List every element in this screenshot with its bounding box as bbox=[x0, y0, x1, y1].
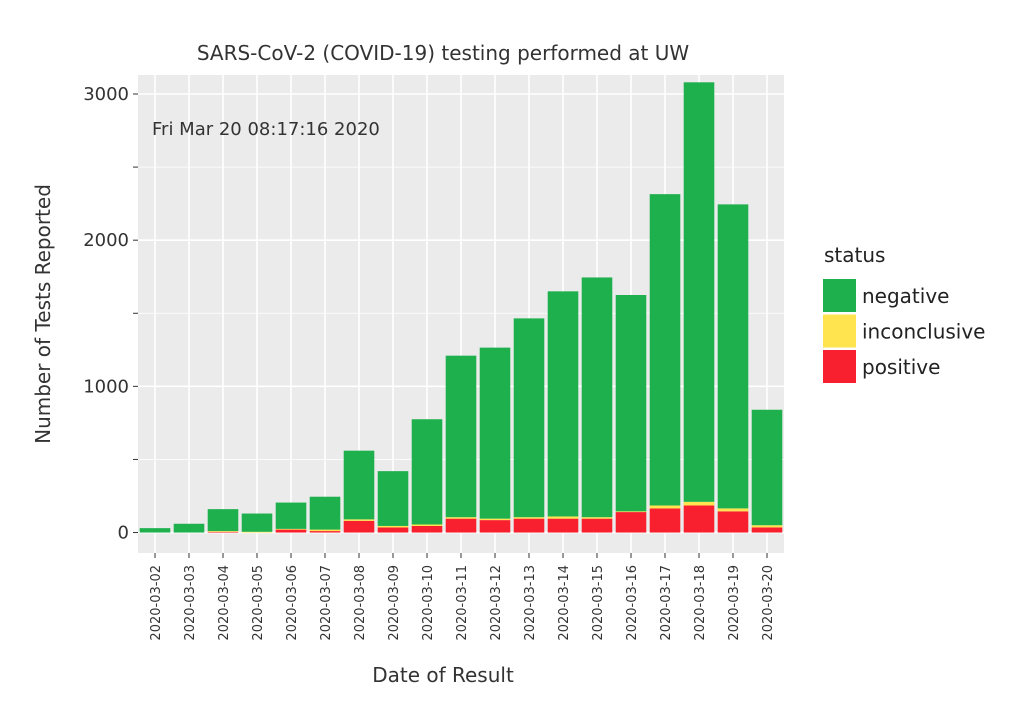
bar-negative-2020-03-19 bbox=[717, 204, 749, 509]
bar-inconclusive-2020-03-20 bbox=[751, 525, 783, 528]
bar-inconclusive-2020-03-05 bbox=[241, 531, 273, 533]
x-tick-label: 2020-03-10 bbox=[421, 565, 436, 641]
legend-title: status bbox=[824, 243, 885, 267]
bar-negative-2020-03-07 bbox=[309, 496, 341, 530]
bar-positive-2020-03-07 bbox=[309, 531, 341, 533]
x-tick-label: 2020-03-03 bbox=[183, 565, 198, 641]
legend-label-negative: negative bbox=[862, 284, 949, 308]
x-tick-label: 2020-03-17 bbox=[659, 565, 674, 641]
bar-negative-2020-03-17 bbox=[649, 194, 681, 506]
bar-inconclusive-2020-03-08 bbox=[343, 519, 375, 521]
bar-inconclusive-2020-03-17 bbox=[649, 505, 681, 509]
x-tick-label: 2020-03-04 bbox=[217, 565, 232, 641]
bar-inconclusive-2020-03-12 bbox=[479, 518, 511, 521]
bar-negative-2020-03-02 bbox=[139, 528, 171, 533]
y-tick-label: 1000 bbox=[83, 376, 129, 397]
y-tick-label: 0 bbox=[118, 523, 129, 544]
bar-negative-2020-03-11 bbox=[445, 355, 477, 518]
x-axis-title: Date of Result bbox=[372, 663, 514, 687]
x-tick-label: 2020-03-20 bbox=[761, 565, 776, 641]
bar-inconclusive-2020-03-07 bbox=[309, 529, 341, 532]
bar-negative-2020-03-05 bbox=[241, 513, 273, 532]
bar-positive-2020-03-08 bbox=[343, 520, 375, 533]
legend: status negative inconclusive positive bbox=[823, 243, 986, 383]
y-tick-label: 2000 bbox=[83, 230, 129, 251]
y-axis: 0 1000 2000 3000 bbox=[83, 84, 138, 544]
legend-swatch-inconclusive bbox=[823, 314, 856, 348]
bar-negative-2020-03-03 bbox=[173, 523, 205, 533]
bar-positive-2020-03-17 bbox=[649, 508, 681, 533]
bar-inconclusive-2020-03-19 bbox=[717, 508, 749, 512]
x-axis: 2020-03-02 2020-03-03 2020-03-04 2020-03-05… bbox=[149, 553, 776, 641]
x-tick-label: 2020-03-19 bbox=[727, 565, 742, 641]
bar-negative-2020-03-14 bbox=[547, 291, 579, 517]
x-tick-label: 2020-03-08 bbox=[353, 565, 368, 641]
bar-positive-2020-03-19 bbox=[717, 511, 749, 533]
bar-positive-2020-03-12 bbox=[479, 520, 511, 533]
x-tick-label: 2020-03-14 bbox=[557, 565, 572, 641]
bar-negative-2020-03-04 bbox=[207, 509, 239, 532]
bar-positive-2020-03-16 bbox=[615, 512, 647, 533]
legend-swatch-negative bbox=[823, 279, 856, 312]
x-tick-label: 2020-03-02 bbox=[149, 565, 164, 641]
x-tick-label: 2020-03-07 bbox=[319, 565, 334, 641]
x-tick-label: 2020-03-09 bbox=[387, 565, 402, 641]
bar-positive-2020-03-06 bbox=[275, 529, 307, 533]
bar-inconclusive-2020-03-13 bbox=[513, 517, 545, 519]
bar-negative-2020-03-13 bbox=[513, 318, 545, 518]
bar-positive-2020-03-13 bbox=[513, 518, 545, 533]
bar-inconclusive-2020-03-15 bbox=[581, 517, 613, 519]
bar-inconclusive-2020-03-09 bbox=[377, 525, 409, 528]
bar-negative-2020-03-15 bbox=[581, 277, 613, 518]
bar-positive-2020-03-15 bbox=[581, 518, 613, 533]
bar-negative-2020-03-06 bbox=[275, 502, 307, 529]
bar-inconclusive-2020-03-04 bbox=[207, 531, 239, 532]
x-tick-label: 2020-03-13 bbox=[523, 565, 538, 641]
x-tick-label: 2020-03-11 bbox=[455, 565, 470, 641]
bar-negative-2020-03-08 bbox=[343, 450, 375, 520]
chart-title: SARS-CoV-2 (COVID-19) testing performed … bbox=[197, 41, 690, 65]
x-tick-label: 2020-03-18 bbox=[693, 565, 708, 641]
bar-inconclusive-2020-03-06 bbox=[275, 528, 307, 530]
x-tick-label: 2020-03-16 bbox=[625, 565, 640, 641]
bar-positive-2020-03-04 bbox=[207, 531, 239, 533]
bar-positive-2020-03-18 bbox=[683, 505, 715, 533]
bar-positive-2020-03-10 bbox=[411, 525, 443, 533]
timestamp-annotation: Fri Mar 20 08:17:16 2020 bbox=[152, 119, 380, 140]
bar-inconclusive-2020-03-14 bbox=[547, 516, 579, 519]
bar-negative-2020-03-18 bbox=[683, 82, 715, 502]
y-axis-title: Number of Tests Reported bbox=[31, 184, 55, 444]
bar-inconclusive-2020-03-10 bbox=[411, 524, 443, 526]
bar-negative-2020-03-12 bbox=[479, 347, 511, 519]
bar-positive-2020-03-14 bbox=[547, 518, 579, 533]
bar-positive-2020-03-20 bbox=[751, 527, 783, 533]
x-tick-label: 2020-03-15 bbox=[591, 565, 606, 641]
bar-positive-2020-03-09 bbox=[377, 527, 409, 533]
legend-label-inconclusive: inconclusive bbox=[862, 320, 986, 344]
bar-inconclusive-2020-03-18 bbox=[683, 501, 715, 506]
bar-negative-2020-03-16 bbox=[615, 294, 647, 512]
bar-positive-2020-03-11 bbox=[445, 518, 477, 533]
bar-negative-2020-03-20 bbox=[751, 409, 783, 526]
y-tick-label: 3000 bbox=[83, 84, 129, 105]
x-tick-label: 2020-03-12 bbox=[489, 565, 504, 641]
legend-label-positive: positive bbox=[862, 355, 940, 379]
bars bbox=[139, 82, 783, 533]
bar-inconclusive-2020-03-11 bbox=[445, 517, 477, 519]
x-tick-label: 2020-03-05 bbox=[251, 565, 266, 641]
bar-negative-2020-03-09 bbox=[377, 471, 409, 526]
legend-swatch-positive bbox=[823, 350, 856, 383]
bar-negative-2020-03-10 bbox=[411, 419, 443, 525]
bar-inconclusive-2020-03-16 bbox=[615, 511, 647, 513]
x-tick-label: 2020-03-06 bbox=[285, 565, 300, 641]
